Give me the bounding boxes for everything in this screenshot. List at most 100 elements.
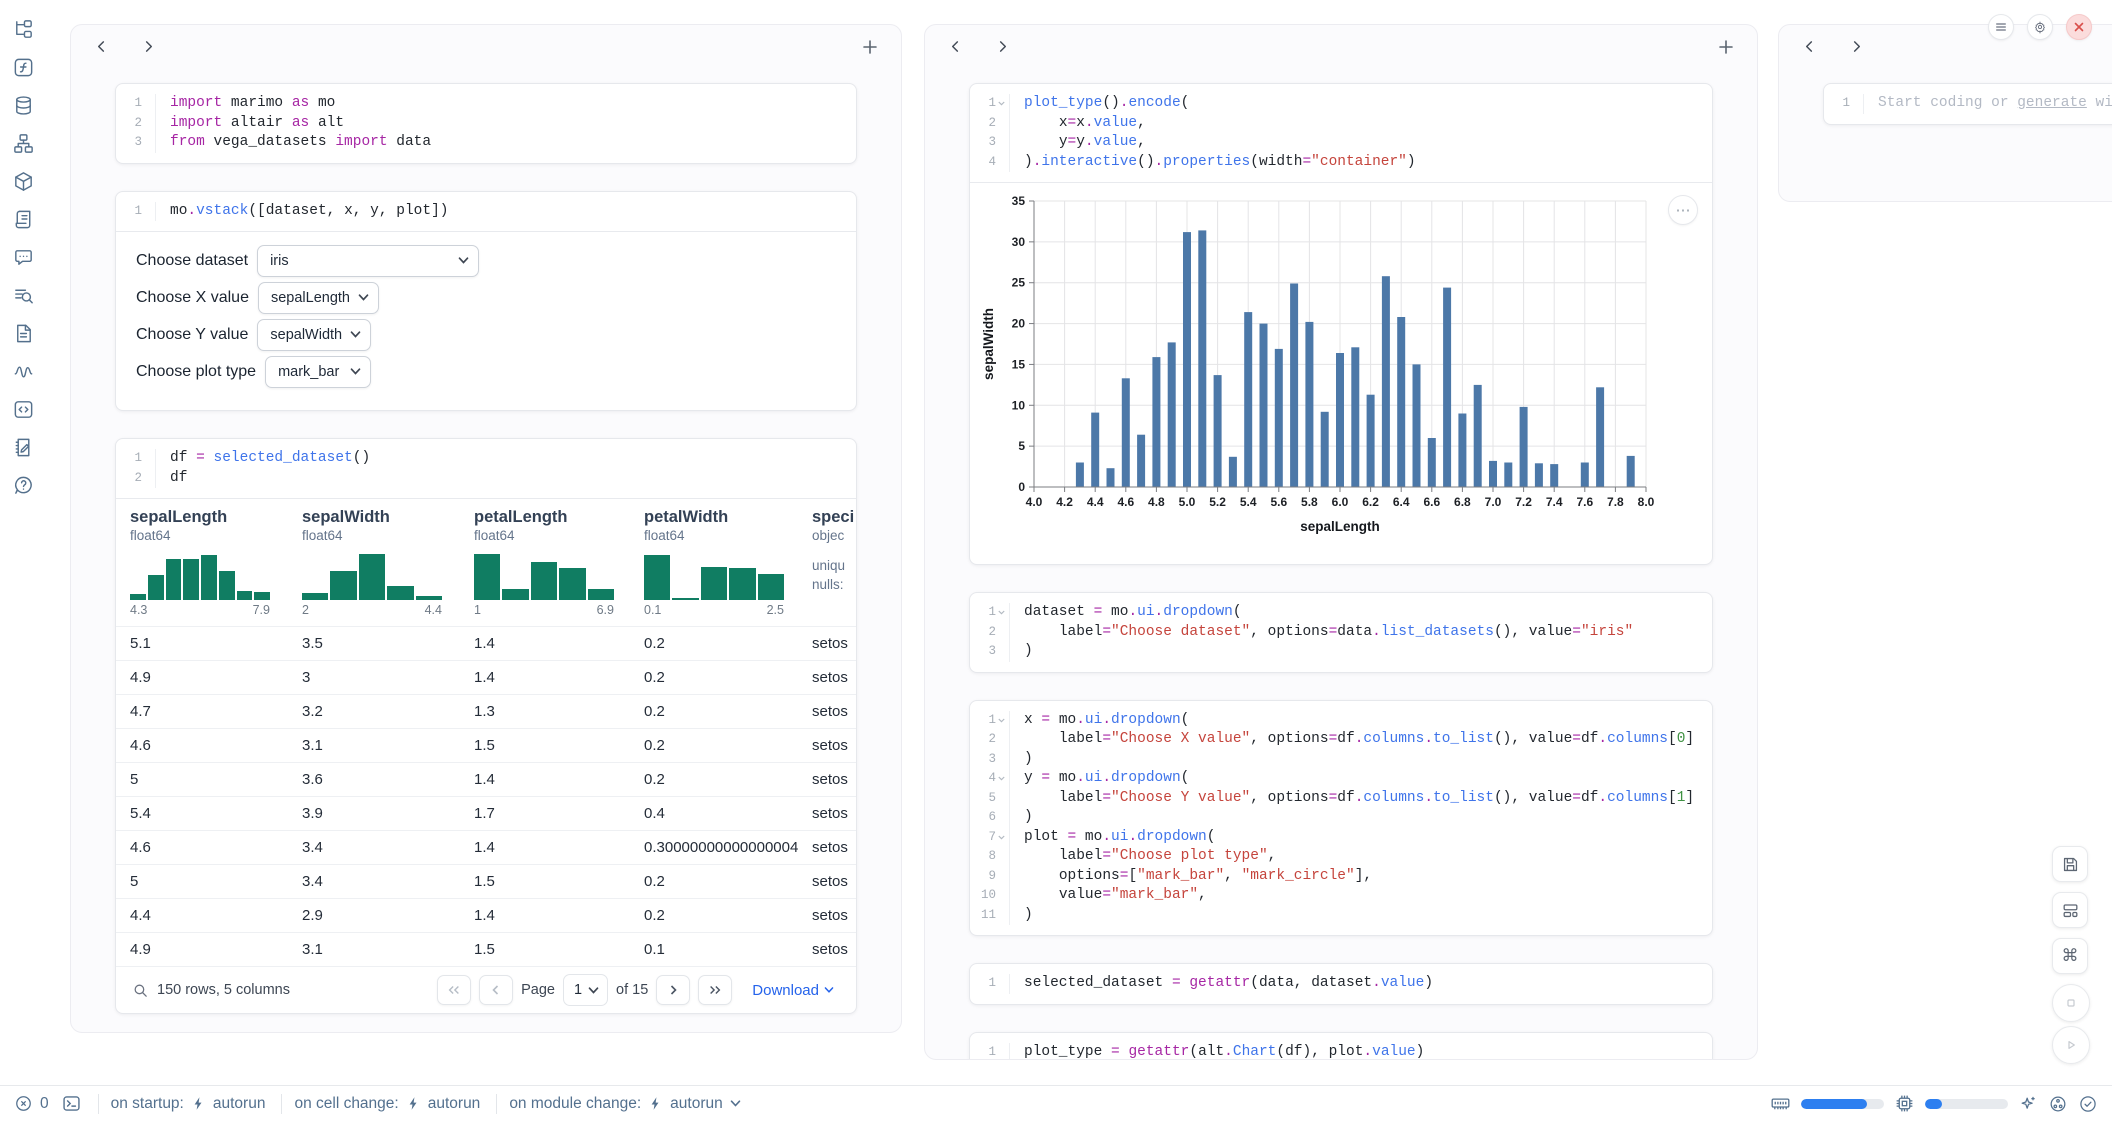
altair-bar-chart[interactable]: 4.0 4.2 4.4 4.6 4.8 5.0 5.2 5.4 5.6 5.8 6.0 6.2 6.4 6… — [978, 187, 1698, 557]
sidebar-panel-logs[interactable] — [11, 208, 37, 234]
column-name: sepalWidth — [302, 508, 390, 526]
table-row[interactable]: 4.9 3 1.4 0.2 setos — [116, 660, 856, 694]
scroll-right-button[interactable] — [1846, 36, 1867, 60]
sidebar-panel-dependency-graph[interactable] — [11, 132, 37, 158]
scratchpad-icon — [12, 436, 35, 462]
sidebar-panel-scratchpad[interactable] — [11, 436, 37, 462]
menu-button[interactable] — [1988, 14, 2014, 40]
terminal-button[interactable] — [61, 1093, 82, 1114]
cell-editor[interactable]: 1 plot_type = getattr(alt.Chart(df), plot… — [970, 1033, 1712, 1059]
fold-chevron-icon[interactable] — [996, 716, 1006, 725]
fold-chevron-icon[interactable] — [996, 833, 1006, 842]
cell-editor[interactable]: 1 mo.vstack([dataset, x, y, plot]) — [116, 192, 856, 232]
cell-editor[interactable]: 1 dataset = mo.ui.dropdown(2 label="Choos… — [970, 593, 1712, 672]
dropdown-choose-y-value[interactable]: sepalWidth — [257, 319, 372, 351]
line-number: 1 — [116, 449, 156, 469]
table-cell: setos — [812, 771, 848, 788]
page-select[interactable]: 1 — [562, 974, 609, 1006]
cell-editor[interactable]: 1 selected_dataset = getattr(data, datase… — [970, 964, 1712, 1004]
previous-page-button[interactable] — [479, 975, 514, 1005]
sidebar-panel-snippets[interactable] — [11, 398, 37, 424]
download-button[interactable]: Download — [746, 981, 840, 1000]
runtime-setting-2[interactable]: on module change: autorun — [509, 1095, 741, 1113]
fold-chevron-icon[interactable] — [996, 608, 1006, 617]
column-header-sepalLength[interactable]: sepalLength float64 4.3 7.9 — [116, 507, 288, 620]
ai-assist-button[interactable] — [2018, 1094, 2038, 1114]
errors-indicator[interactable]: 0 — [14, 1094, 49, 1113]
runtime-setting-1[interactable]: on cell change: autorun — [294, 1095, 480, 1113]
sidebar-panel-tracing[interactable] — [11, 360, 37, 386]
runtime-cluster-button[interactable] — [2048, 1094, 2068, 1114]
column-header-speci[interactable]: speci objec uniqu nulls: — [798, 507, 856, 620]
scroll-right-button[interactable] — [138, 36, 159, 60]
svg-text:6.0: 6.0 — [1332, 495, 1349, 509]
sidebar-panel-function[interactable] — [11, 56, 37, 82]
table-row[interactable]: 4.4 2.9 1.4 0.2 setos — [116, 898, 856, 932]
generate-with-ai-link[interactable]: generate — [2017, 95, 2087, 111]
table-row[interactable]: 4.7 3.2 1.3 0.2 setos — [116, 694, 856, 728]
scroll-right-button[interactable] — [992, 36, 1013, 60]
save-notebook-button[interactable] — [2052, 846, 2088, 882]
add-cell-button[interactable] — [859, 36, 881, 61]
first-page-button[interactable] — [437, 975, 472, 1005]
histogram-range: 4.3 7.9 — [130, 603, 270, 617]
page-total: of 15 — [616, 982, 649, 998]
code-line: 2 label="Choose dataset", options=data.l… — [970, 622, 1712, 642]
dropdown-choose-dataset[interactable]: iris — [257, 245, 480, 277]
column-header-petalWidth[interactable]: petalWidth float64 0.1 2.5 — [630, 507, 798, 620]
sidebar-panel-documentation[interactable] — [11, 322, 37, 348]
panel-header — [71, 25, 901, 71]
scroll-left-button[interactable] — [91, 36, 112, 60]
dropdown-choose-plot-type[interactable]: mark_bar — [265, 356, 372, 388]
dropdown-choose-x-value[interactable]: sepalLength — [257, 282, 379, 314]
dropdown-row: Choose plot type mark_bar — [136, 356, 836, 388]
table-row[interactable]: 4.9 3.1 1.5 0.1 setos — [116, 932, 856, 966]
chart-actions-button[interactable]: ⋯ — [1668, 195, 1698, 225]
connection-status-button[interactable] — [2078, 1094, 2098, 1114]
line-number: 6 — [970, 808, 1010, 828]
next-page-button[interactable] — [656, 975, 691, 1005]
shortcuts-button[interactable]: ⌘ — [2052, 938, 2088, 974]
run-button[interactable] — [2052, 1026, 2090, 1064]
cell-editor[interactable]: 1 plot_type().encode(2 x=x.value, 3 y=y.va… — [970, 84, 1712, 182]
column-header-sepalWidth[interactable]: sepalWidth float64 2 4.4 — [288, 507, 460, 620]
cell-editor[interactable]: 1 import marimo as mo 2 import altair as al… — [116, 84, 856, 163]
sidebar-panel-chat[interactable] — [11, 246, 37, 272]
runtime-setting-0[interactable]: on startup: autorun — [111, 1095, 266, 1113]
sidebar-panel-search-list[interactable] — [11, 284, 37, 310]
scroll-left-button[interactable] — [1799, 36, 1820, 60]
table-row[interactable]: 5.4 3.9 1.7 0.4 setos — [116, 796, 856, 830]
sidebar-panel-file-tree[interactable] — [11, 18, 37, 44]
layout-toggle-button[interactable] — [2052, 892, 2088, 928]
last-page-button[interactable] — [698, 975, 733, 1005]
svg-text:sepalLength: sepalLength — [1300, 519, 1380, 534]
sidebar-panel-package[interactable] — [11, 170, 37, 196]
table-row[interactable]: 5 3.6 1.4 0.2 setos — [116, 762, 856, 796]
add-cell-button[interactable] — [1715, 36, 1737, 61]
svg-text:10: 10 — [1012, 398, 1026, 412]
code-line: 1 dataset = mo.ui.dropdown( — [970, 603, 1712, 623]
search-icon[interactable] — [132, 982, 149, 999]
tracing-icon — [12, 360, 35, 386]
scroll-left-button[interactable] — [945, 36, 966, 60]
setting-label: on startup: — [110, 1094, 184, 1112]
close-panel-button[interactable] — [2066, 14, 2092, 40]
column-histogram — [130, 552, 270, 600]
table-cell: 1.7 — [474, 805, 495, 822]
svg-text:0: 0 — [1018, 480, 1025, 494]
stop-button[interactable] — [2052, 984, 2090, 1022]
table-row[interactable]: 4.6 3.4 1.4 0.30000000000000004 setos — [116, 830, 856, 864]
cell-editor[interactable]: 1 df = selected_dataset() 2 df — [116, 439, 856, 498]
fold-chevron-icon[interactable] — [996, 774, 1006, 783]
table-row[interactable]: 5.1 3.5 1.4 0.2 setos — [116, 626, 856, 660]
svg-text:20: 20 — [1012, 317, 1026, 331]
sidebar-panel-database[interactable] — [11, 94, 37, 120]
table-row[interactable]: 5 3.4 1.5 0.2 setos — [116, 864, 856, 898]
sidebar-panel-help[interactable] — [11, 474, 37, 500]
fold-chevron-icon[interactable] — [996, 99, 1006, 108]
column-header-petalLength[interactable]: petalLength float64 1 6.9 — [460, 507, 630, 620]
settings-button[interactable] — [2027, 14, 2053, 40]
table-row[interactable]: 4.6 3.1 1.5 0.2 setos — [116, 728, 856, 762]
